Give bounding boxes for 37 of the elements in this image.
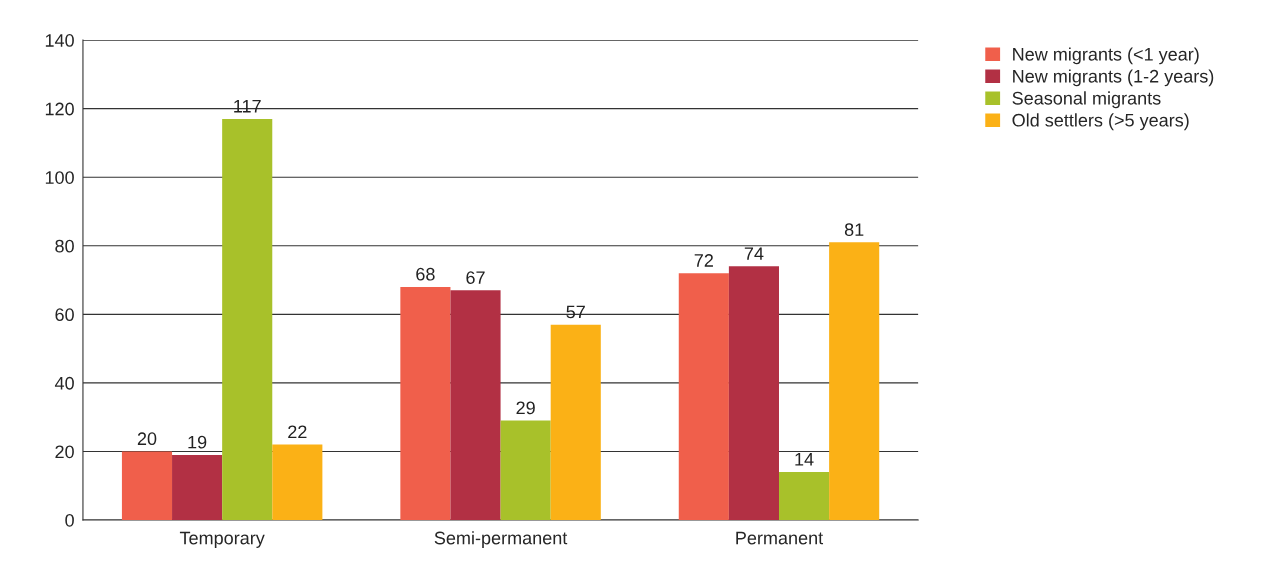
- y-tick-label: 120: [45, 102, 74, 116]
- bar: [728, 266, 779, 521]
- legend-label: Old settlers (>5 years): [1012, 113, 1189, 131]
- y-tick-label: 100: [45, 171, 74, 184]
- bar: [778, 472, 830, 521]
- legend-label: New migrants (<1 year): [1013, 47, 1199, 65]
- data-label: 72: [694, 254, 713, 267]
- y-tick-label: 60: [55, 308, 74, 322]
- data-label: 81: [844, 223, 864, 237]
- bar: [121, 451, 173, 521]
- data-label: 67: [466, 271, 485, 285]
- bar: [450, 290, 501, 521]
- bar: [272, 444, 323, 521]
- y-tick-label: 20: [55, 445, 74, 459]
- legend-label: New migrants (1-2 years): [1013, 69, 1214, 87]
- data-label: 22: [288, 425, 307, 439]
- y-tick-label: 40: [54, 376, 74, 390]
- bar: [222, 118, 273, 521]
- bar: [829, 242, 880, 521]
- data-label: 20: [137, 432, 157, 446]
- legend-label: Seasonal migrants: [1012, 91, 1161, 109]
- y-tick-label: 0: [65, 513, 74, 527]
- bar: [550, 324, 601, 521]
- data-label: 74: [744, 247, 764, 260]
- data-label: 19: [188, 435, 207, 449]
- data-label: 29: [516, 401, 535, 415]
- data-label: 68: [416, 267, 435, 281]
- bar: [400, 286, 451, 521]
- x-tick-label: Permanent: [736, 531, 824, 545]
- bar: [500, 420, 551, 521]
- x-tick-label: Semi-permanent: [434, 531, 568, 548]
- y-tick-label: 80: [55, 239, 74, 253]
- y-tick-label: 140: [45, 34, 74, 47]
- bar: [172, 454, 223, 521]
- bar: [678, 273, 729, 521]
- data-label: 14: [795, 453, 814, 466]
- x-tick-label: Temporary: [179, 531, 265, 548]
